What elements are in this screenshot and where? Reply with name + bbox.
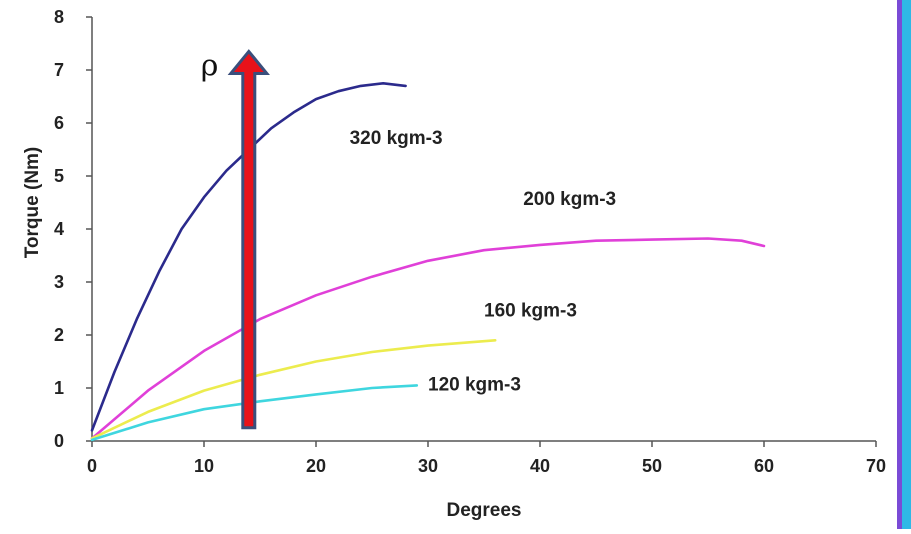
x-ticks: 0 10 20 30 40 50 60 70 [87,441,886,476]
y-tick-label: 2 [54,325,64,345]
y-tick-label: 7 [54,60,64,80]
series-label-200: 200 kgm-3 [523,189,616,210]
series-label-160: 160 kgm-3 [484,300,577,321]
y-ticks: 0 1 2 3 4 5 6 7 8 [54,7,92,451]
x-tick-label: 40 [530,456,550,476]
density-arrow-shape [227,49,270,430]
x-tick-label: 10 [194,456,214,476]
x-axis-title: Degrees [447,500,522,521]
y-tick-label: 0 [54,431,64,451]
rho-label: ρ [201,48,219,83]
x-tick-label: 30 [418,456,438,476]
slide-frame [897,0,911,529]
frame-accent-bar [902,0,911,529]
x-tick-label: 50 [642,456,662,476]
y-tick-label: 4 [54,219,64,239]
y-axis-title: Torque (Nm) [22,147,43,259]
x-tick-label: 60 [754,456,774,476]
y-tick-label: 6 [54,113,64,133]
chart-axes: 0 10 20 30 40 50 60 70 0 1 2 3 4 5 6 7 8 [54,7,886,476]
y-tick-label: 5 [54,166,64,186]
y-tick-label: 3 [54,272,64,292]
series-line-3 [90,384,419,442]
density-arrow [227,49,270,430]
x-tick-label: 0 [87,456,97,476]
series-label-320: 320 kgm-3 [350,128,443,149]
y-tick-label: 1 [54,378,64,398]
series-line-1 [90,237,766,440]
frame-border-bar [897,0,902,529]
series-labels: 320 kgm-3 200 kgm-3 160 kgm-3 120 kgm-3 … [201,48,616,395]
y-tick-label: 8 [54,7,64,27]
series-line-2 [90,338,497,440]
x-tick-label: 20 [306,456,326,476]
series-label-120: 120 kgm-3 [428,375,521,396]
x-tick-label: 70 [866,456,886,476]
